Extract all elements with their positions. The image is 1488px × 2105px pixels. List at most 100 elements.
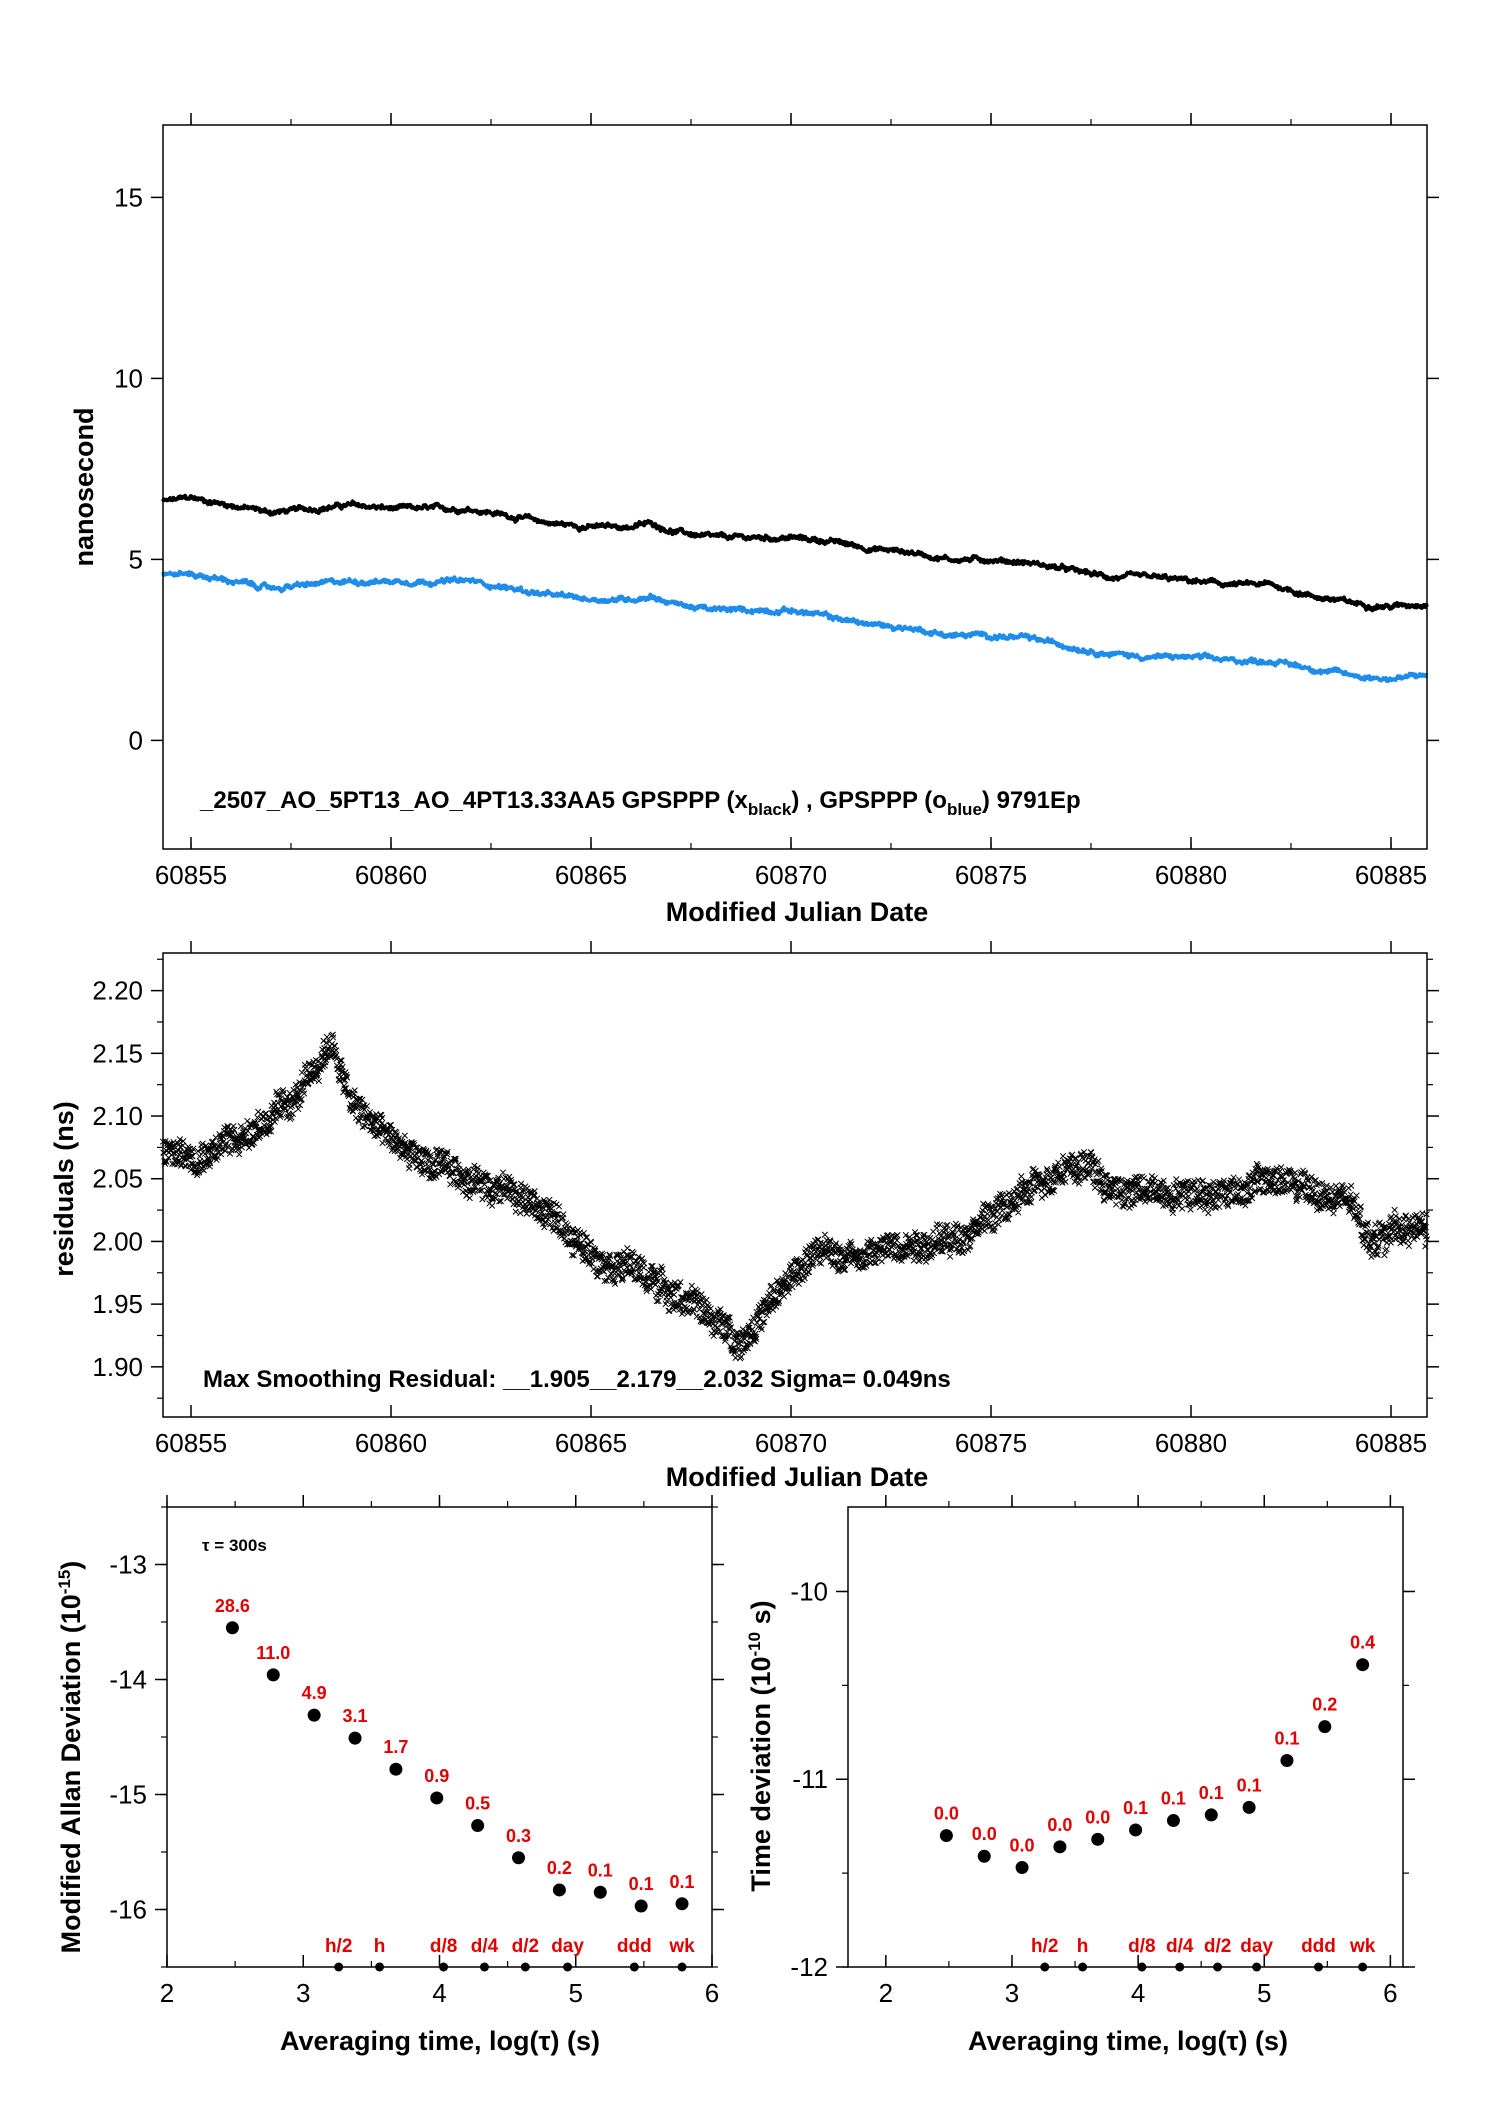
residuals-panel: 60855 60860 60865 60870 60875 60880 60885 1.90 1… — [49, 941, 1439, 1492]
point-value-label: 0.1 — [1237, 1775, 1262, 1795]
deviation-point — [675, 1897, 689, 1911]
y-tick-label: 2.20 — [92, 976, 143, 1006]
x-tick-label: 5 — [1257, 1978, 1271, 2008]
interval-marker-label: day — [1240, 1936, 1273, 1957]
y-axis-title: residuals (ns) — [49, 1101, 79, 1277]
deviation-point — [977, 1849, 991, 1863]
x-axis-title: Averaging time, log(τ) (s) — [968, 2026, 1288, 2056]
tau-note: τ = 300s — [202, 1536, 267, 1555]
deviation-point — [1053, 1840, 1067, 1854]
x-tick-label: 4 — [1131, 1978, 1145, 2008]
deviation-point — [939, 1829, 953, 1843]
interval-marker-label: day — [551, 1936, 584, 1957]
deviation-point — [1166, 1814, 1180, 1828]
plot-frame — [162, 124, 1428, 850]
deviation-point — [1356, 1658, 1370, 1672]
x-tick-label: 60855 — [155, 1428, 227, 1458]
interval-marker-label: d/4 — [1166, 1936, 1194, 1957]
y-tick-label: 1.95 — [92, 1289, 143, 1319]
x-tick-label: 60870 — [755, 860, 827, 890]
y-tick-label: 2.05 — [92, 1164, 143, 1194]
point-value-label: 0.1 — [670, 1872, 695, 1892]
point-value-label: 0.2 — [1312, 1695, 1337, 1715]
point-value-label: 0.1 — [588, 1860, 613, 1880]
point-value-label: 0.1 — [1199, 1783, 1224, 1803]
point-value-label: 0.2 — [547, 1858, 572, 1878]
plot-frame — [847, 1506, 1404, 1968]
point-value-label: 0.1 — [1274, 1728, 1299, 1748]
interval-marker-label: ddd — [1301, 1936, 1336, 1957]
x-tick-label: 3 — [1005, 1978, 1019, 2008]
deviation-point — [1280, 1753, 1294, 1767]
y-tick-label: 2.00 — [92, 1226, 143, 1256]
y-tick-label: -11 — [792, 1764, 828, 1794]
y-tick-label: -15 — [109, 1780, 147, 1810]
deviation-point — [307, 1708, 321, 1722]
x-tick-label: 60865 — [555, 1428, 627, 1458]
deviation-point — [430, 1791, 444, 1805]
interval-marker-label: h — [1077, 1936, 1089, 1957]
point-value-label: 28.6 — [215, 1596, 250, 1616]
y-axis-title: Modified Allan Deviation (10-15) — [55, 1561, 86, 1954]
x-axis-title: Modified Julian Date — [666, 897, 929, 927]
x-axis-title: Modified Julian Date — [666, 1462, 929, 1492]
interval-marker-label: d/2 — [512, 1936, 539, 1957]
y-tick-label: -16 — [109, 1895, 147, 1925]
deviation-point — [225, 1621, 239, 1635]
y-axis-title: nanosecond — [69, 407, 99, 566]
residual-points — [159, 1031, 1431, 1362]
x-tick-label: 60865 — [555, 860, 627, 890]
series-blue-line — [161, 569, 1429, 683]
deviation-point — [471, 1819, 485, 1833]
y-tick-label: 1.90 — [92, 1352, 143, 1382]
point-value-label: 3.1 — [343, 1706, 368, 1726]
interval-marker-label: d/2 — [1204, 1936, 1231, 1957]
deviation-point — [634, 1899, 648, 1913]
deviation-point — [1129, 1823, 1143, 1837]
interval-marker-label: h/2 — [325, 1936, 352, 1957]
y-tick-label: -10 — [790, 1576, 828, 1606]
deviation-point — [1091, 1832, 1105, 1846]
x-tick-label: 2 — [160, 1978, 174, 2008]
x-tick-label: 60875 — [955, 1428, 1027, 1458]
point-value-label: 0.5 — [465, 1794, 490, 1814]
x-tick-label: 60885 — [1355, 1428, 1427, 1458]
point-value-label: 0.0 — [1010, 1835, 1035, 1855]
y-tick-label: 10 — [114, 363, 143, 393]
x-tick-label: 6 — [705, 1978, 719, 2008]
x-tick-label: 2 — [879, 1978, 893, 2008]
deviation-point — [1318, 1720, 1332, 1734]
plot-frame — [166, 1506, 713, 1968]
x-tick-label: 60880 — [1155, 1428, 1227, 1458]
point-value-label: 0.0 — [934, 1804, 959, 1824]
deviation-point — [1204, 1808, 1218, 1822]
point-value-label: 0.0 — [1047, 1815, 1072, 1835]
y-tick-label: 15 — [114, 182, 143, 212]
x-tick-label: 4 — [432, 1978, 446, 2008]
point-value-label: 0.0 — [1085, 1807, 1110, 1827]
series-black-line — [161, 493, 1429, 613]
x-tick-label: 6 — [1383, 1978, 1397, 2008]
interval-marker-label: wk — [668, 1936, 695, 1957]
x-tick-label: 5 — [569, 1978, 583, 2008]
x-tick-label: 60860 — [355, 1428, 427, 1458]
point-value-label: 11.0 — [256, 1643, 290, 1663]
tdev-panel: 2 3 4 5 6 -10 -11 -12 0.0 0.0 0.0 0.0 0.0 0.1 0.1 0.1 0… — [745, 1495, 1415, 2056]
x-tick-label: 60875 — [955, 860, 1027, 890]
x-tick-label: 60860 — [355, 860, 427, 890]
y-tick-label: 0 — [129, 725, 143, 755]
interval-marker-label: d/4 — [471, 1936, 499, 1957]
interval-marker-label: ddd — [617, 1936, 652, 1957]
interval-marker-label: wk — [1349, 1936, 1376, 1957]
y-tick-label: 2.15 — [92, 1038, 143, 1068]
point-value-label: 0.1 — [1161, 1789, 1186, 1809]
x-tick-label: 60855 — [155, 860, 227, 890]
interval-marker-label: d/8 — [430, 1936, 457, 1957]
point-value-label: 0.1 — [629, 1874, 654, 1894]
y-axis-title: Time deviation (10-10 s) — [745, 1600, 776, 1891]
point-value-label: 1.7 — [383, 1737, 408, 1757]
point-value-label: 0.4 — [1350, 1633, 1375, 1653]
x-axis-title: Averaging time, log(τ) (s) — [280, 2026, 600, 2056]
deviation-point — [348, 1731, 362, 1745]
